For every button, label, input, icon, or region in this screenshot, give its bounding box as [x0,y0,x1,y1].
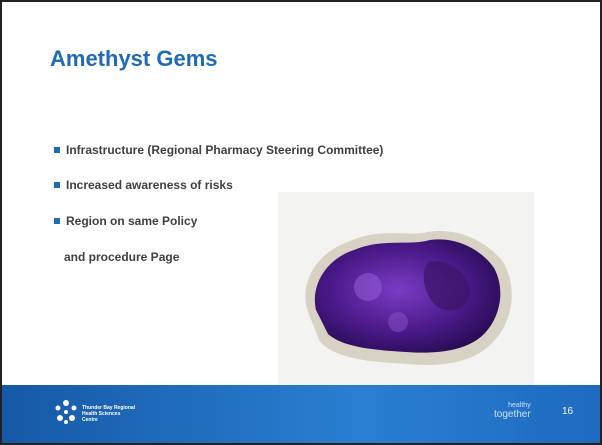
page-number: 16 [562,406,573,417]
logo-text: Thunder Bay Regional Health Sciences Cen… [82,405,135,423]
logo-icon [54,399,78,425]
amethyst-photo [278,192,534,386]
bullet-text: Infrastructure (Regional Pharmacy Steeri… [66,143,383,157]
logo-line: Centre [82,417,135,423]
bullet: Infrastructure (Regional Pharmacy Steeri… [54,143,383,157]
tagline: healthy together [494,401,531,419]
bullet-text: Region on same Policy [66,214,197,228]
page: Amethyst Gems Infrastructure (Regional P… [0,0,602,445]
bullet: Region on same Policy [54,214,197,228]
slide: Amethyst Gems Infrastructure (Regional P… [0,0,602,445]
footer-bar: Thunder Bay Regional Health Sciences Cen… [2,385,600,443]
bullet-continuation: and procedure Page [64,250,179,264]
slide-title: Amethyst Gems [50,46,218,72]
bullet: Increased awareness of risks [54,178,233,192]
tagline-line: together [494,410,531,419]
bullet-text: Increased awareness of risks [66,178,233,192]
